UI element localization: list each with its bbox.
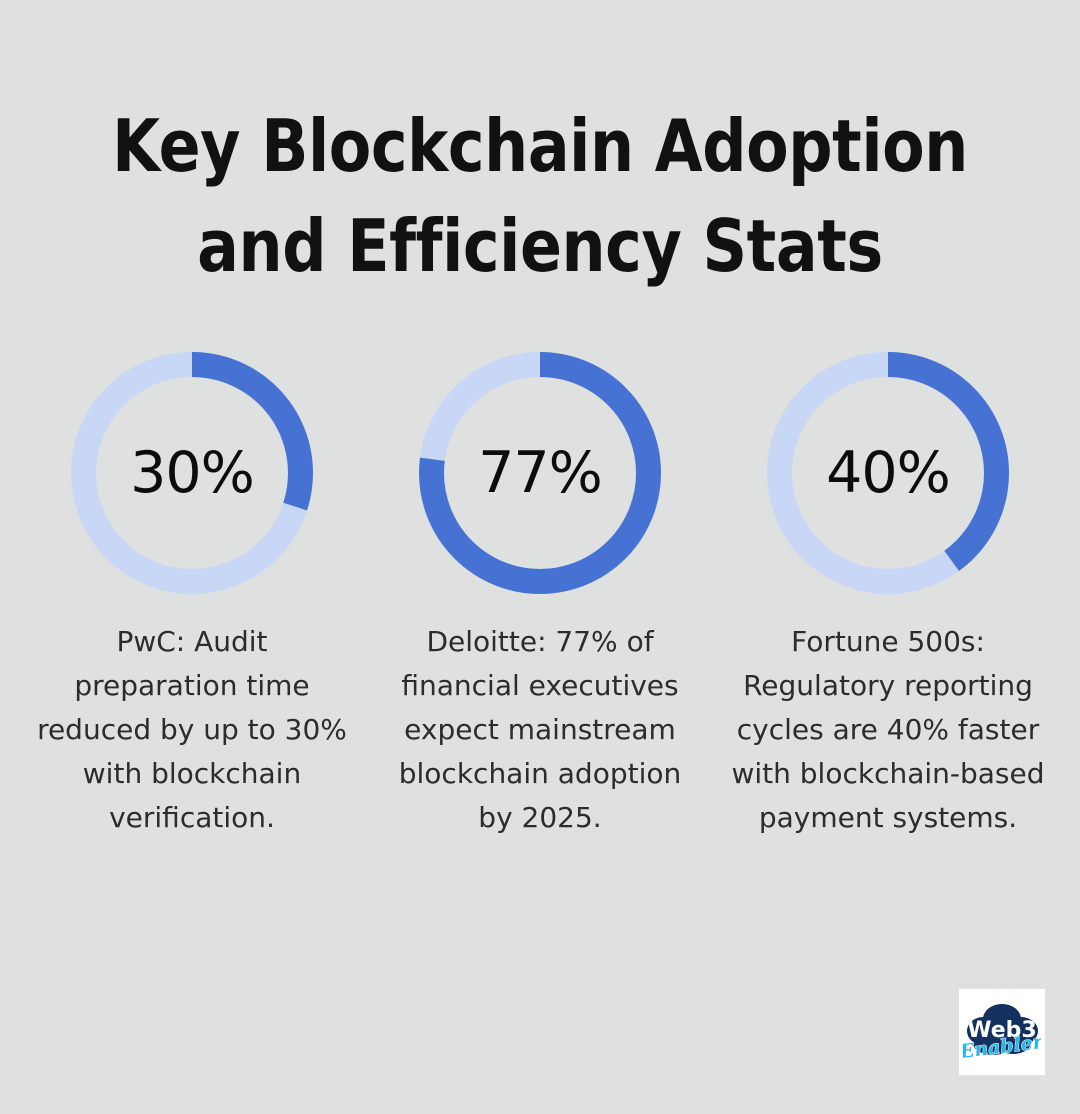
donut-value-label-2: 77% [478,440,603,506]
donut-arc-1 [71,352,313,594]
page-title-line-1: Key Blockchain Adoption [112,104,968,188]
cloud-shape [967,1004,1038,1055]
logo-wordmark: Web3 [967,1018,1036,1043]
stat-card: 77% Deloitte: 77% of financial executive… [366,352,714,840]
donut-svg-2 [419,352,661,594]
stat-caption-1: PwC: Audit preparation time reduced by u… [37,625,347,834]
brand-logo[interactable]: Web3 Enabler [959,989,1045,1075]
donut-chart-3: 40% [767,352,1009,594]
donut-svg-3 [767,352,1009,594]
page-title-line-2: and Efficiency Stats [197,204,883,288]
stats-row: 30% PwC: Audit preparation time reduced … [0,352,1080,840]
donut-arc-3 [767,352,1009,594]
stat-card: 40% Fortune 500s: Regulatory reporting c… [714,352,1062,840]
donut-arc-2 [419,352,661,594]
donut-chart-1: 30% [71,352,313,594]
stat-caption-2: Deloitte: 77% of financial executives ex… [398,625,682,834]
stat-card: 30% PwC: Audit preparation time reduced … [18,352,366,840]
donut-svg-1 [71,352,313,594]
donut-value-label-3: 40% [826,440,951,506]
stat-caption-3: Fortune 500s: Regulatory reporting cycle… [731,625,1045,834]
page-title: Key Blockchain Adoption and Efficiency S… [0,96,1080,296]
cloud-logo-icon: Web3 Enabler [963,1004,1041,1064]
donut-chart-2: 77% [419,352,661,594]
donut-value-label-1: 30% [130,440,255,506]
